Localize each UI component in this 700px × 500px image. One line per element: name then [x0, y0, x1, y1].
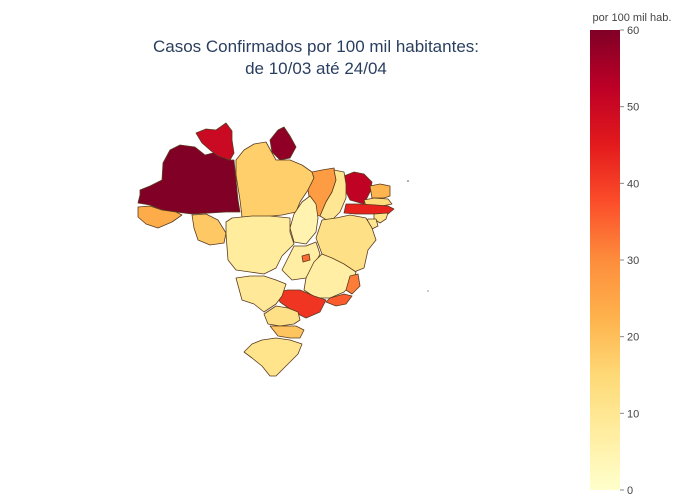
- chart-title-line2: de 10/03 até 24/04: [245, 59, 387, 78]
- colorbar-title: por 100 mil hab.: [593, 12, 672, 24]
- colorbar-tick-label: 30: [627, 255, 639, 267]
- state-es[interactable]: [345, 273, 361, 295]
- colorbar-tick-label: 10: [627, 408, 639, 420]
- island-marker: [427, 290, 429, 292]
- state-sp[interactable]: [275, 289, 327, 319]
- colorbar-tick-label: 60: [627, 25, 639, 37]
- state-ce[interactable]: [343, 171, 373, 205]
- colorbar-tick-label: 50: [627, 102, 639, 114]
- state-to[interactable]: [289, 195, 319, 245]
- state-mt[interactable]: [225, 215, 295, 275]
- state-ms[interactable]: [235, 275, 287, 313]
- chart-title-line1: Casos Confirmados por 100 mil habitantes…: [153, 37, 479, 56]
- state-rr[interactable]: [195, 122, 235, 161]
- island-marker: [407, 180, 409, 182]
- state-df[interactable]: [301, 253, 311, 263]
- state-sc[interactable]: [269, 325, 305, 339]
- state-rj[interactable]: [325, 293, 353, 307]
- state-ap[interactable]: [269, 126, 297, 161]
- state-ac[interactable]: [137, 205, 183, 229]
- state-pe[interactable]: [343, 203, 395, 215]
- colorbar-tick-label: 0: [627, 485, 633, 497]
- state-ro[interactable]: [191, 213, 227, 246]
- state-al[interactable]: [373, 212, 389, 224]
- colorbar-tick-label: 40: [627, 178, 639, 190]
- colorbar-gradient: [590, 30, 620, 490]
- chart-title: Casos Confirmados por 100 mil habitantes…: [96, 36, 536, 80]
- state-rs[interactable]: [243, 337, 303, 377]
- state-pr[interactable]: [263, 305, 301, 327]
- colorbar-tick-label: 20: [627, 332, 639, 344]
